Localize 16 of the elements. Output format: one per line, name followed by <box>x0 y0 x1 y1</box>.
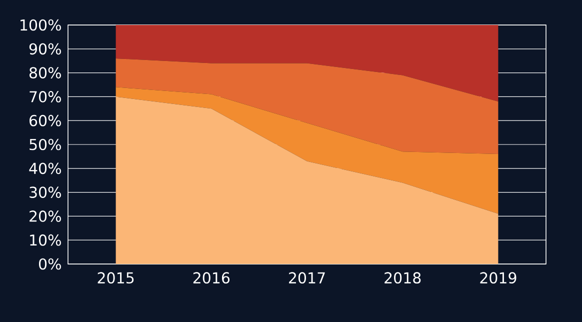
y-tick-label: 30% <box>30 186 61 198</box>
y-tick-label: 80% <box>29 67 61 78</box>
x-tick-label: 2015 <box>98 272 134 284</box>
y-tick-label: 90% <box>29 43 61 55</box>
y-tick-label: 70% <box>30 91 61 102</box>
x-tick-label: 2017 <box>289 272 325 284</box>
y-tick-label: 50% <box>30 138 61 150</box>
y-tick-label: 40% <box>29 162 61 174</box>
x-tick-label: 2018 <box>384 272 421 284</box>
y-tick-label: 20% <box>30 210 61 222</box>
y-tick-label: 60% <box>30 114 61 126</box>
x-tick-label: 2016 <box>193 272 230 284</box>
y-tick-label: 100% <box>20 19 61 31</box>
y-tick-label: 0% <box>39 258 61 270</box>
x-tick-label: 2019 <box>480 272 516 284</box>
y-tick-label: 10% <box>30 234 61 246</box>
